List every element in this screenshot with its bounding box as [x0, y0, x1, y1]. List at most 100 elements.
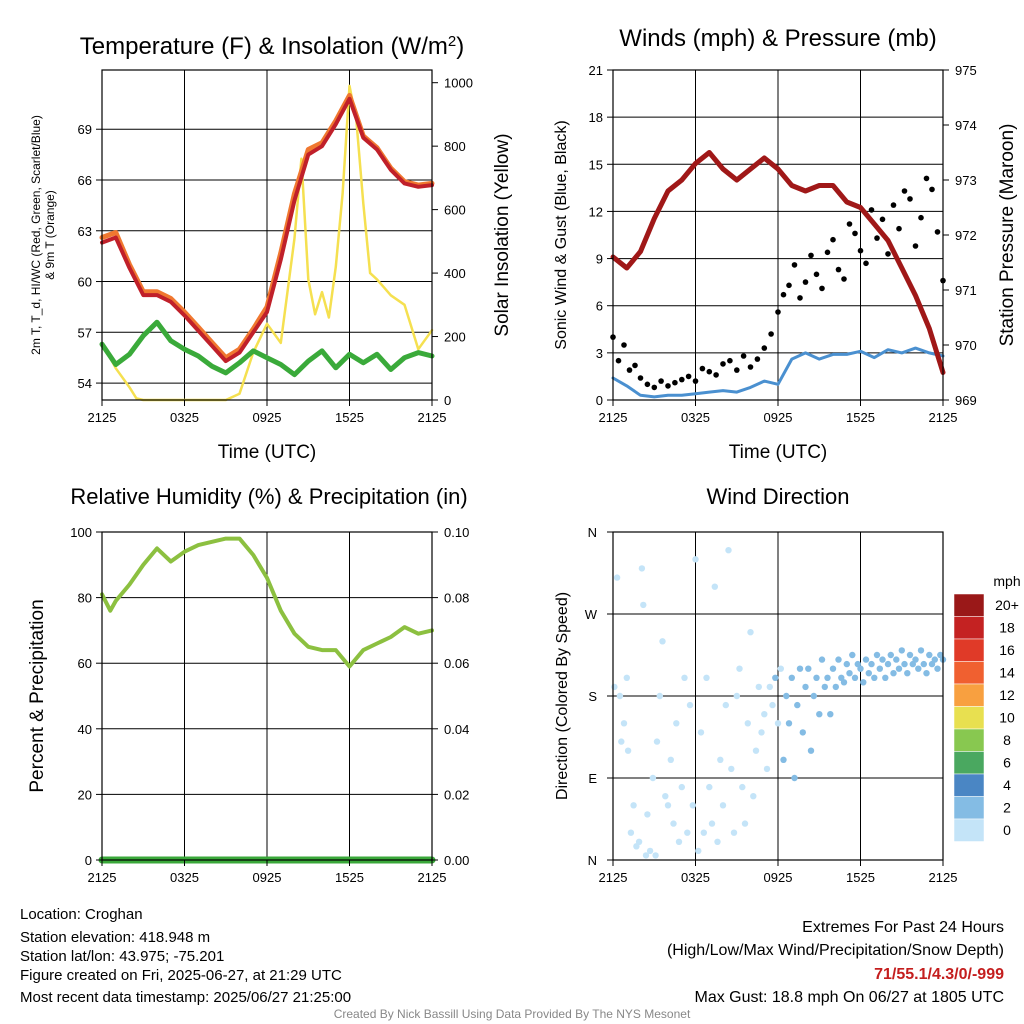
max-gust: Max Gust: 18.8 mph On 06/27 at 1805 UTC — [694, 989, 1005, 1006]
direction-tick-label: N — [588, 525, 597, 540]
direction-point — [681, 674, 688, 681]
direction-point — [706, 783, 713, 791]
y-tick-label: 15 — [589, 157, 603, 172]
temp-x-axis-label: Time (UTC) — [218, 442, 317, 463]
direction-point — [906, 651, 914, 659]
direction-point — [623, 674, 630, 681]
x-tick-label: 0325 — [681, 410, 710, 425]
gust-point — [830, 236, 836, 243]
direction-point — [653, 738, 661, 745]
legend-swatch — [953, 593, 985, 617]
legend-label: 4 — [1003, 777, 1011, 793]
gust-point — [768, 331, 774, 337]
footer-created: Figure created on Fri, 2025-06-27, at 21… — [20, 967, 342, 984]
gust-point — [615, 357, 622, 364]
y-tick-label: 57 — [78, 325, 92, 340]
sonic-wind-line — [611, 346, 945, 399]
gust-point — [786, 282, 792, 289]
gust-point — [692, 378, 699, 384]
direction-point — [871, 674, 878, 681]
x-tick-label: 2125 — [929, 410, 958, 425]
gust-point — [824, 249, 831, 256]
legend-label: 10 — [999, 710, 1015, 726]
direction-point — [879, 656, 886, 663]
gust-point — [896, 225, 902, 232]
wind-y2-axis-label: Station Pressure (Maroon) — [997, 124, 1018, 347]
direction-y-axis-label: Direction (Colored By Speed) — [554, 592, 571, 800]
direction-point — [791, 774, 798, 782]
legend-label: 6 — [1003, 755, 1011, 771]
footer-latlon: Station lat/lon: 43.975; -75.201 — [20, 948, 225, 965]
direction-point — [692, 556, 699, 563]
y2-tick-label: 800 — [444, 139, 466, 154]
direction-point — [846, 670, 853, 677]
direction-point — [638, 565, 646, 572]
direction-point — [642, 852, 650, 859]
direction-point — [840, 679, 848, 686]
legend-swatch — [953, 728, 985, 752]
direction-point — [816, 711, 823, 718]
direction-point — [810, 692, 817, 700]
gust-point — [626, 367, 633, 373]
direction-point — [923, 670, 930, 677]
x-tick-label: 0325 — [681, 870, 710, 885]
y2-tick-label: 600 — [444, 203, 466, 218]
gust-point — [734, 367, 740, 373]
direction-point — [644, 811, 651, 818]
legend-swatch — [953, 683, 985, 707]
y-tick-label: 0 — [596, 393, 603, 408]
gust-point — [754, 356, 761, 362]
direction-point — [862, 656, 870, 663]
x-tick-label: 0925 — [253, 410, 282, 425]
gust-point — [699, 365, 706, 372]
legend-label: 12 — [999, 687, 1015, 703]
gust-point — [835, 266, 842, 273]
direction-point — [794, 701, 801, 709]
y2-tick-label: 0.00 — [444, 853, 469, 868]
y2-tick-label: 970 — [955, 338, 977, 353]
wind-chart-title: Winds (mph) & Pressure (mb) — [619, 25, 936, 52]
y-tick-label: 60 — [78, 656, 92, 671]
direction-point — [752, 747, 760, 754]
gust-point — [868, 207, 875, 213]
direction-point — [890, 670, 897, 677]
gust-point — [761, 345, 768, 351]
y-tick-label: 18 — [589, 110, 603, 125]
direction-point — [829, 665, 837, 672]
legend-label: 2 — [1003, 800, 1011, 816]
direction-point — [915, 665, 922, 672]
direction-point — [739, 783, 746, 791]
direction-point — [722, 701, 729, 709]
gust-point — [791, 262, 798, 268]
gust-point — [918, 214, 924, 221]
x-tick-label: 2125 — [418, 410, 447, 425]
direction-point — [876, 665, 883, 672]
y2-tick-label: 200 — [444, 330, 466, 345]
direction-point — [624, 747, 632, 754]
direction-point — [805, 665, 812, 672]
y-tick-label: 20 — [78, 787, 92, 802]
x-tick-label: 2125 — [88, 410, 117, 425]
footer-recent: Most recent data timestamp: 2025/06/27 2… — [20, 989, 352, 1006]
y2-tick-label: 972 — [955, 228, 977, 243]
pressure-line — [610, 150, 946, 375]
legend-swatch — [953, 638, 985, 662]
direction-point — [758, 729, 765, 736]
direction-point — [920, 660, 927, 668]
direction-point — [884, 660, 892, 668]
direction-point — [673, 720, 680, 727]
legend-swatch — [953, 818, 985, 842]
direction-point — [898, 647, 905, 654]
direction-point — [766, 683, 773, 691]
direction-point — [736, 665, 743, 672]
gust-point — [651, 384, 658, 391]
gust-point — [912, 243, 919, 249]
direction-point — [684, 829, 691, 836]
x-tick-label: 2125 — [929, 870, 958, 885]
x-tick-label: 2125 — [418, 870, 447, 885]
direction-point — [912, 656, 919, 663]
y-tick-label: 9 — [596, 252, 603, 267]
legend-title: mph — [993, 573, 1020, 589]
wind-y-axis-label: Sonic Wind & Gust (Blue, Black) — [553, 120, 570, 349]
